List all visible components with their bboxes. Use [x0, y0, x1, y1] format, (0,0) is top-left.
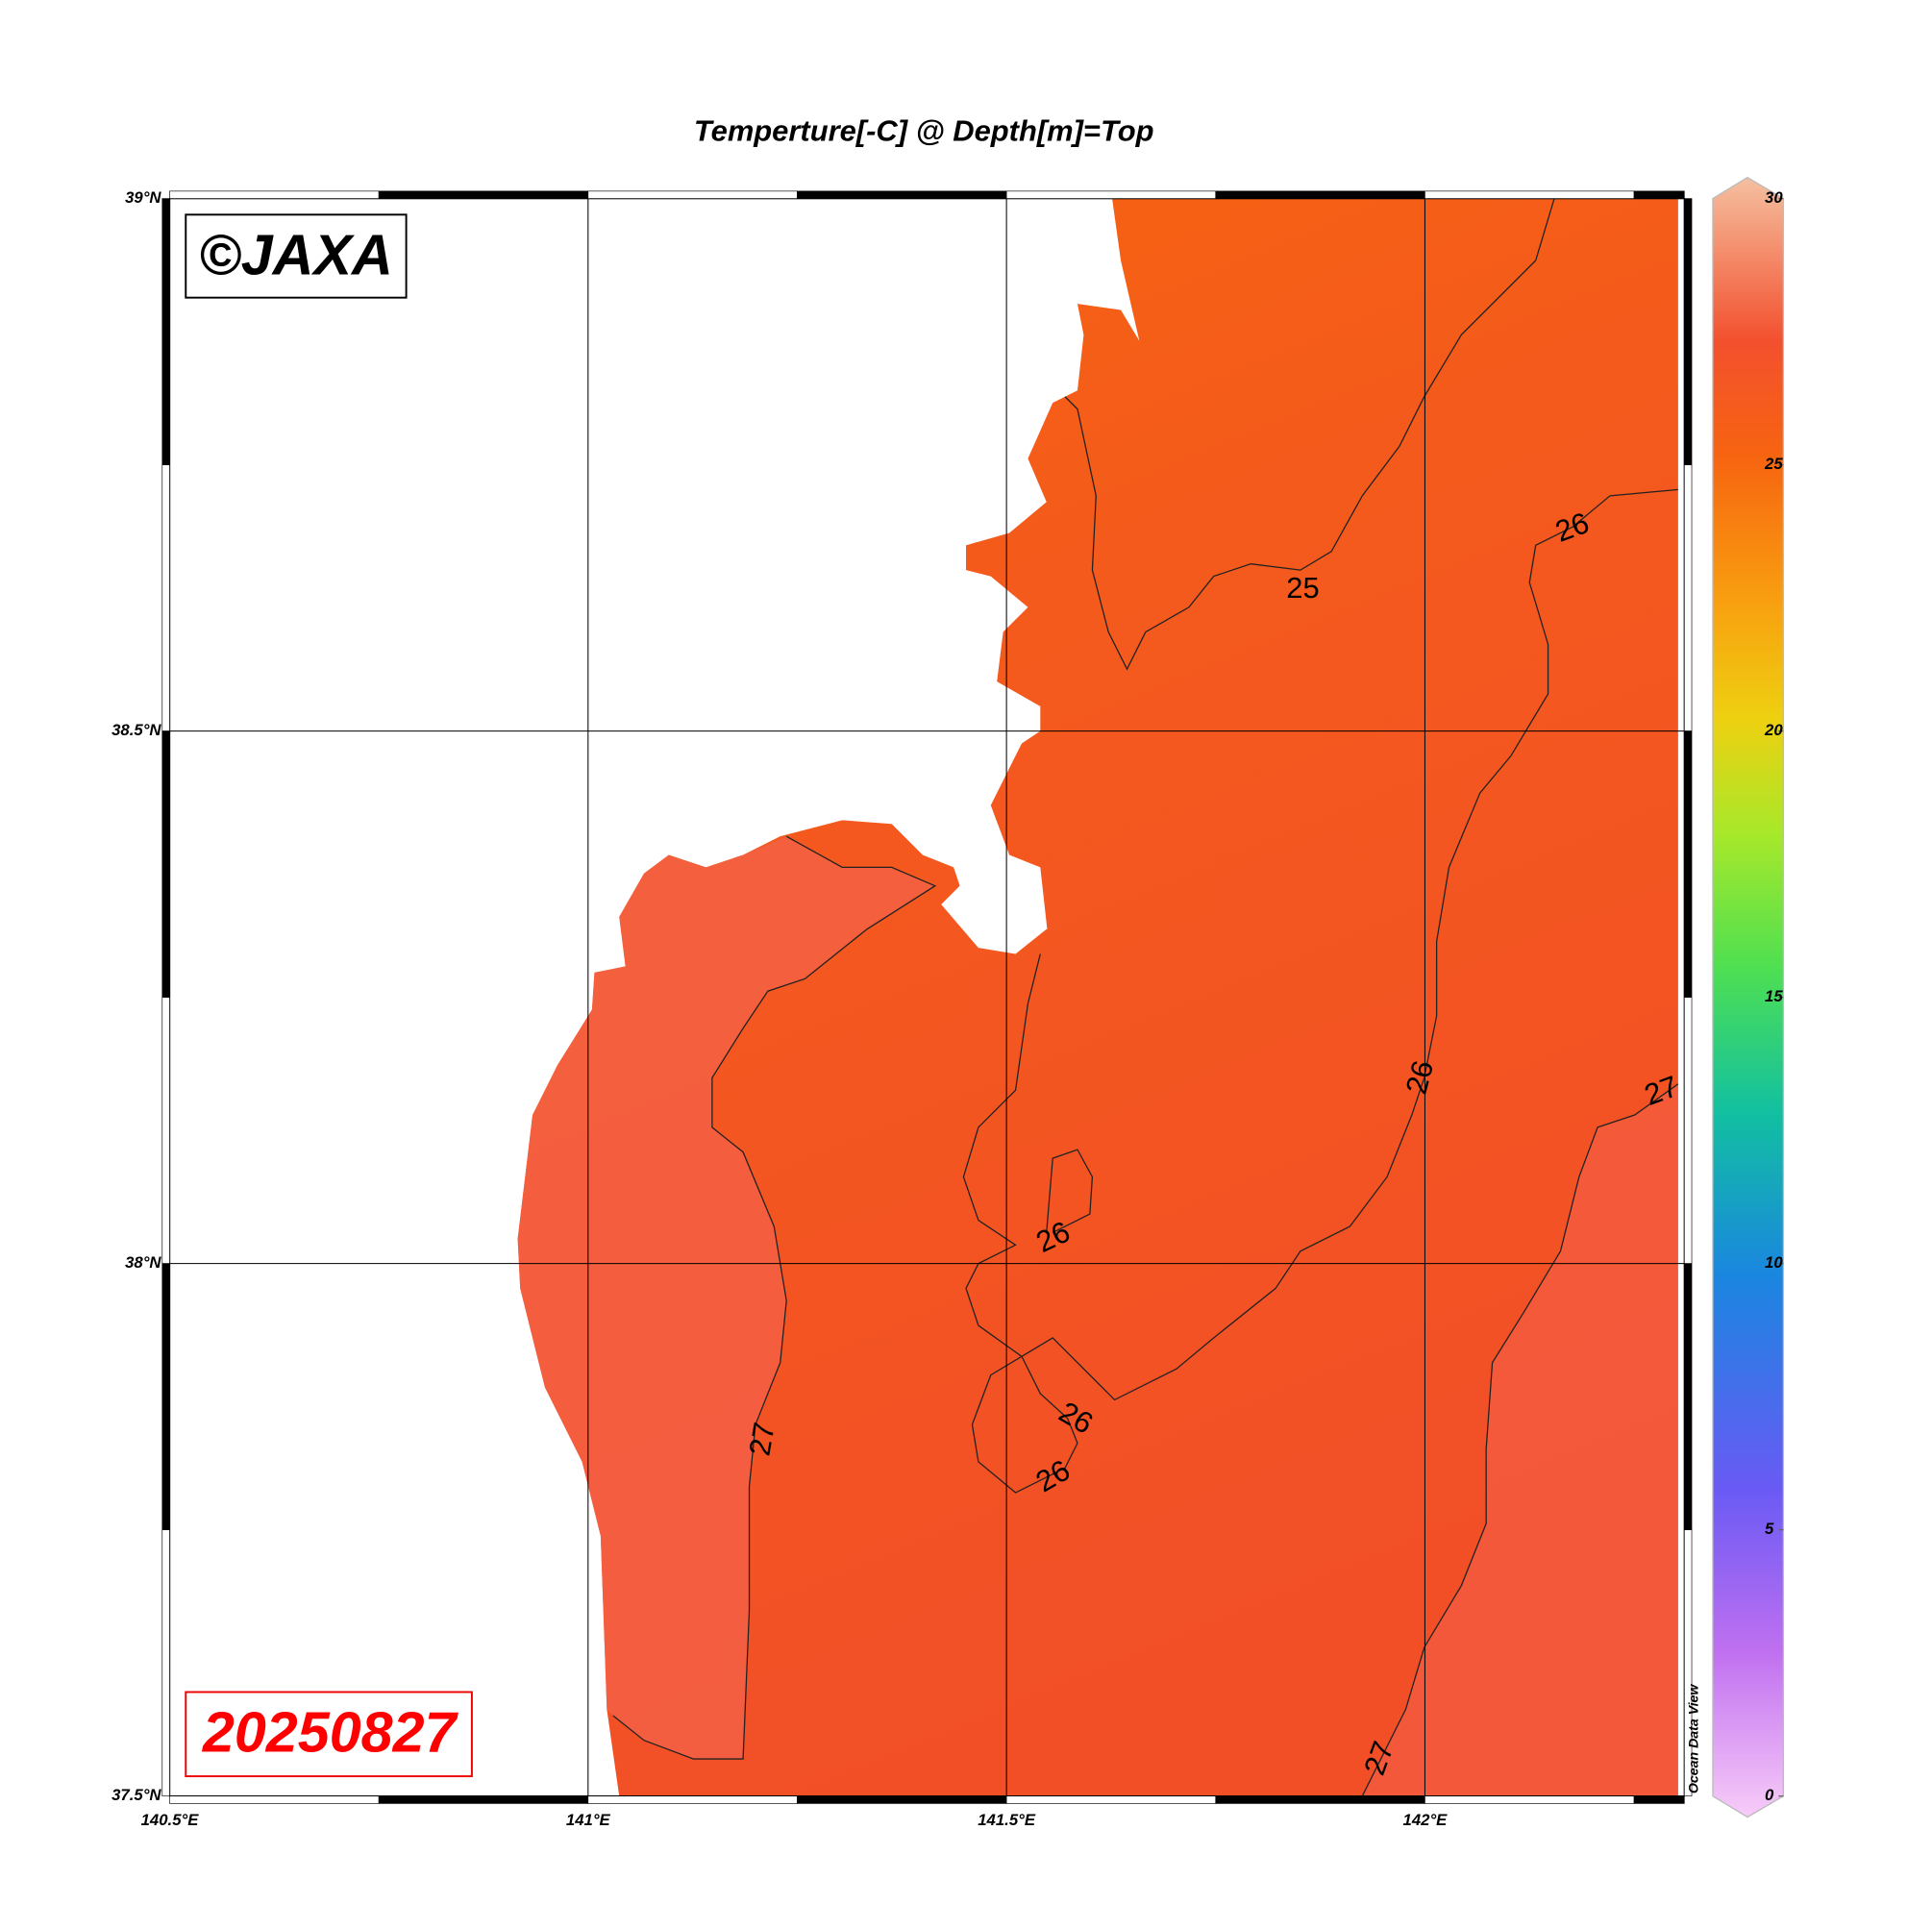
frame-bar: [1633, 1795, 1685, 1804]
watermark: ©JAXA: [199, 222, 393, 286]
frame-bar: [161, 730, 170, 998]
x-tick-label: 142°E: [1403, 1811, 1449, 1829]
frame-bar: [1215, 1795, 1425, 1804]
frame-bar: [587, 190, 798, 199]
y-tick-label: 39°N: [125, 188, 161, 207]
colorbar-tick-label: 25: [1764, 455, 1783, 473]
grid: [169, 198, 1685, 1797]
colorbar-tick-label: 5: [1765, 1520, 1774, 1538]
credit: Ocean Data View: [1686, 1684, 1701, 1794]
frame-bar: [161, 464, 170, 731]
contour-line: [1361, 1083, 1679, 1796]
y-tick-label: 38°N: [125, 1253, 161, 1272]
frame-bar: [161, 1263, 170, 1531]
frame-bar: [1683, 1263, 1693, 1531]
frame-bar: [169, 1795, 380, 1804]
colorbar-tick-label: 0: [1765, 1786, 1774, 1804]
frame-bar: [378, 190, 589, 199]
frame-bar: [1683, 1529, 1693, 1797]
frame-bar: [1683, 464, 1693, 731]
y-tick-label: 37.5°N: [111, 1786, 161, 1804]
frame-bar: [797, 1795, 1007, 1804]
x-tick-label: 141°E: [566, 1811, 611, 1829]
contour-line: [612, 835, 937, 1760]
frame-bar: [1633, 190, 1685, 199]
contour-label: 27: [742, 1420, 780, 1458]
frame-bar: [378, 1795, 589, 1804]
frame-bar: [1424, 1795, 1635, 1804]
contour-line: [1064, 198, 1555, 671]
colorbar-tick-label: 15: [1765, 987, 1783, 1005]
y-tick-label: 38.5°N: [111, 721, 161, 739]
sea: [517, 198, 1678, 1796]
x-tick-label: 140.5°E: [141, 1811, 200, 1829]
colorbar-tick-label: 10: [1765, 1253, 1783, 1272]
frame-bar: [587, 1795, 798, 1804]
frame-bar: [1683, 997, 1693, 1264]
contour-line: [1046, 1149, 1094, 1234]
watermark-box: [185, 213, 408, 299]
frame-bar: [1005, 1795, 1217, 1804]
frame-bar: [161, 198, 170, 465]
frame-bar: [1005, 190, 1217, 199]
frame-bar: [797, 190, 1007, 199]
offshore-water: [1362, 1083, 1678, 1796]
frame-bar: [1424, 190, 1635, 199]
date-box: [185, 1691, 473, 1778]
frame-bar: [1683, 730, 1693, 998]
contour-label: 25: [1286, 571, 1319, 605]
date: 20250827: [202, 1700, 459, 1765]
frame-bar: [161, 997, 170, 1264]
x-tick-label: 141.5°E: [978, 1811, 1036, 1829]
colorbar-tick-label: 20: [1764, 721, 1783, 739]
frame-bar: [161, 1529, 170, 1797]
coastal-water: [517, 836, 935, 1760]
contours: [612, 198, 1679, 1796]
contour-line: [962, 488, 1678, 1494]
axis-frame: [161, 190, 1693, 1804]
colorbar-tick-label: 30: [1765, 188, 1783, 207]
contour-label: 26: [1399, 1057, 1441, 1098]
frame-bar: [1683, 198, 1693, 465]
frame-bar: [169, 190, 380, 199]
frame-bar: [1215, 190, 1425, 199]
title: Temperture[-C] @ Depth[m]=Top: [694, 113, 1154, 147]
